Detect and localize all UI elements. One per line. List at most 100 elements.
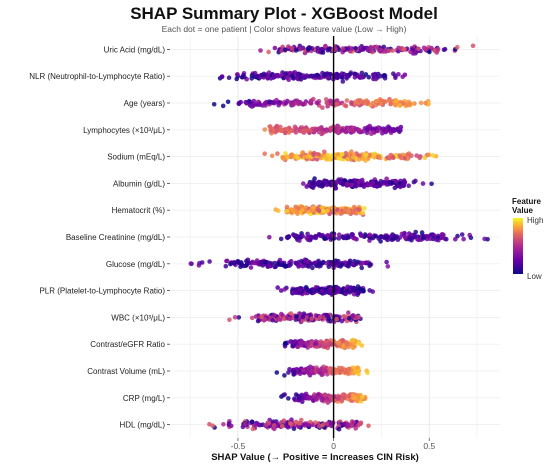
shap-point <box>288 261 294 267</box>
shap-point <box>360 129 366 134</box>
feature-label: Contrast Volume (mL) <box>87 367 165 376</box>
shap-point <box>320 50 326 55</box>
shap-point <box>235 72 240 77</box>
shap-point <box>398 46 404 51</box>
shap-point <box>415 237 420 242</box>
shap-point <box>427 49 432 55</box>
shap-point <box>386 179 392 185</box>
shap-point <box>360 47 366 52</box>
legend-title-line-2: Value <box>512 206 533 215</box>
shap-point <box>354 261 359 267</box>
shap-point <box>349 100 354 105</box>
shap-point <box>279 48 284 53</box>
shap-point <box>289 417 294 423</box>
shap-point <box>346 366 352 372</box>
legend-low-label: Low <box>527 272 542 281</box>
shap-point <box>370 100 376 106</box>
shap-point <box>357 286 363 291</box>
shap-point <box>293 235 299 240</box>
shap-point <box>300 318 305 323</box>
shap-point <box>407 101 413 107</box>
feature-row <box>282 337 365 351</box>
feature-rows <box>188 43 490 432</box>
shap-point <box>267 234 272 240</box>
shap-point <box>303 285 309 290</box>
shap-point <box>310 265 315 271</box>
shap-point <box>372 151 378 157</box>
shap-point <box>219 74 225 79</box>
shap-point <box>255 422 261 427</box>
chart-title: SHAP Summary Plot - XGBoost Model <box>130 4 438 23</box>
shap-point <box>301 181 306 186</box>
shap-point <box>295 344 300 350</box>
shap-point <box>275 285 281 290</box>
shap-point <box>313 235 319 241</box>
shap-point <box>319 205 325 210</box>
shap-point <box>236 101 242 107</box>
shap-point <box>410 47 416 52</box>
shap-point <box>340 75 345 80</box>
shap-point <box>345 156 351 162</box>
shap-point <box>439 235 445 240</box>
shap-point <box>302 395 307 400</box>
shap-point <box>320 130 326 136</box>
shap-point <box>297 238 302 243</box>
shap-point <box>385 264 391 269</box>
shap-point <box>319 288 325 294</box>
shap-point <box>334 370 339 376</box>
shap-point <box>324 312 330 318</box>
shap-point <box>301 74 307 80</box>
shap-point <box>333 127 338 132</box>
shap-point <box>241 263 246 269</box>
shap-point <box>459 232 465 237</box>
shap-point <box>289 153 295 158</box>
shap-point <box>429 181 434 187</box>
shap-point <box>251 101 257 107</box>
shap-point <box>393 179 399 184</box>
shap-point <box>306 259 312 265</box>
shap-point <box>418 100 424 106</box>
shap-point <box>309 73 315 79</box>
shap-point <box>309 98 314 103</box>
shap-point <box>397 153 403 158</box>
shap-point <box>356 127 361 133</box>
shap-point <box>339 262 345 267</box>
shap-point <box>293 130 299 135</box>
shap-point <box>328 125 333 131</box>
shap-point <box>344 98 350 103</box>
shap-point <box>308 234 313 240</box>
shap-point <box>357 421 363 426</box>
shap-point <box>322 368 328 374</box>
shap-point <box>280 423 285 429</box>
shap-point <box>279 127 285 133</box>
shap-point <box>410 232 415 238</box>
shap-point <box>351 337 356 343</box>
shap-point <box>402 47 407 52</box>
shap-point <box>343 260 348 265</box>
shap-point <box>274 128 280 133</box>
shap-point <box>365 100 371 105</box>
shap-point <box>286 77 292 83</box>
shap-point <box>314 288 319 294</box>
shap-point <box>241 73 246 78</box>
shap-point <box>322 149 327 155</box>
shap-point <box>264 422 269 428</box>
shap-point <box>249 76 254 81</box>
feature-row <box>267 229 490 244</box>
shap-point <box>379 127 385 133</box>
shap-point <box>360 156 366 161</box>
shap-point <box>313 127 319 132</box>
shap-point <box>360 395 365 400</box>
color-legend: Feature Value High Low <box>512 197 543 281</box>
shap-point <box>470 43 476 49</box>
shap-point <box>306 264 311 269</box>
shap-point <box>289 45 295 51</box>
shap-point <box>297 100 303 105</box>
shap-point <box>350 232 356 237</box>
shap-point <box>373 233 379 239</box>
shap-point <box>294 261 300 266</box>
shap-point <box>284 208 290 214</box>
shap-point <box>242 421 248 427</box>
shap-point <box>314 100 320 105</box>
shap-point <box>313 341 319 347</box>
